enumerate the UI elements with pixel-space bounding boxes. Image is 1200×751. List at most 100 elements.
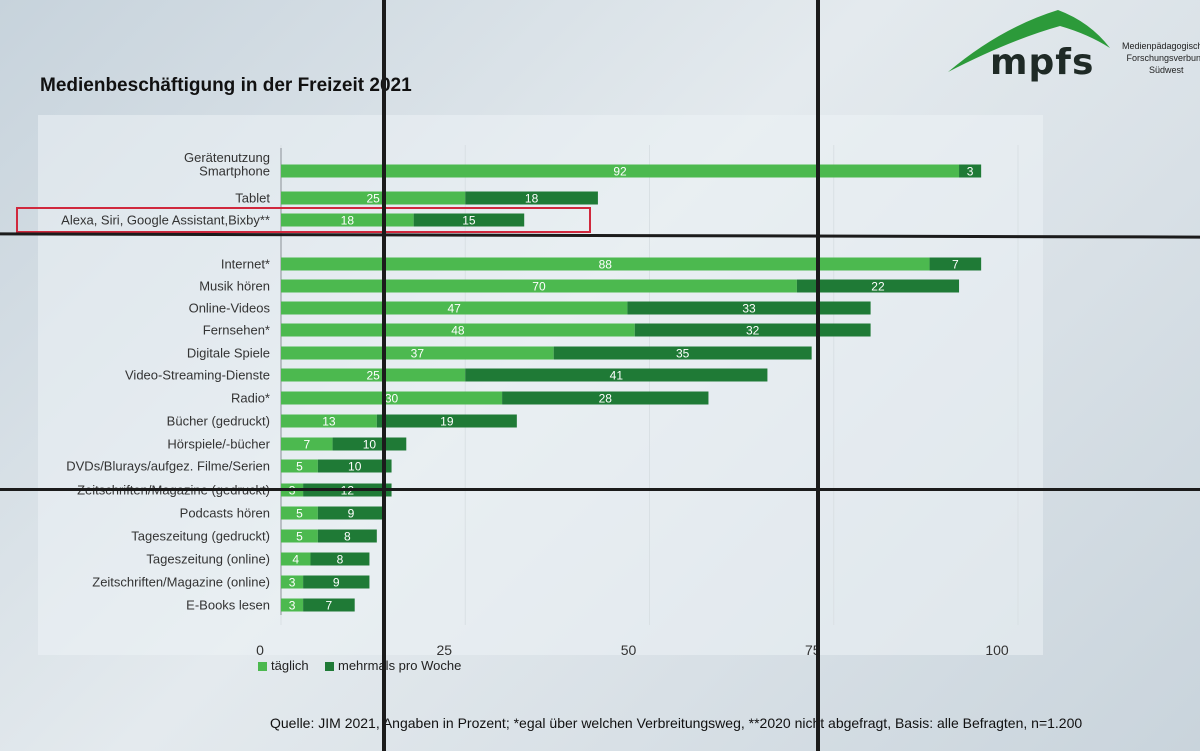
category-label: Online-Videos — [189, 301, 271, 316]
x-tick-label: 100 — [985, 642, 1009, 658]
bar-segment — [465, 191, 598, 205]
data-label: 5 — [296, 530, 303, 544]
chart-title: Medienbeschäftigung in der Freizeit 2021 — [40, 75, 412, 96]
data-label: 13 — [322, 415, 336, 429]
bar-segment — [281, 598, 304, 612]
data-label: 19 — [440, 415, 454, 429]
bar-segment — [303, 575, 370, 589]
category-label: Podcasts hören — [180, 506, 270, 521]
data-label: 18 — [525, 192, 539, 206]
bar-segment — [465, 368, 768, 382]
bar-segment — [281, 279, 797, 293]
bar-segment — [281, 213, 414, 227]
data-label: 35 — [676, 347, 690, 361]
source-note: Quelle: JIM 2021, Angaben in Prozent; *e… — [270, 715, 1083, 731]
data-label: 32 — [746, 324, 760, 338]
legend-label-daily: täglich — [271, 658, 309, 673]
data-label: 30 — [385, 392, 399, 406]
data-label: 9 — [348, 507, 355, 521]
category-label: Digitale Spiele — [187, 346, 270, 361]
bar-segment — [281, 575, 304, 589]
bar-segment — [281, 459, 318, 473]
bar-segment — [959, 164, 982, 178]
bar-segment — [281, 164, 960, 178]
category-label: Tageszeitung (gedruckt) — [131, 529, 270, 544]
bar-segment — [281, 257, 930, 271]
legend-swatch-daily — [258, 662, 267, 672]
category-label: Zeitschriften/Magazine (online) — [92, 575, 270, 590]
data-label: 70 — [532, 280, 546, 294]
category-label: Radio* — [231, 391, 270, 406]
chart-panel — [38, 115, 1043, 655]
category-label: Tablet — [235, 191, 270, 206]
bar-segment — [317, 459, 392, 473]
data-label: 28 — [599, 392, 613, 406]
bar-segment — [413, 213, 525, 227]
category-label: Fernsehen* — [203, 323, 270, 338]
bar-segment — [310, 552, 370, 566]
bar-segment — [376, 414, 517, 428]
bar-segment — [281, 323, 635, 337]
category-label: Musik hören — [199, 279, 270, 294]
bar-segment — [281, 346, 554, 360]
data-label: 4 — [292, 553, 299, 567]
data-label: 3 — [967, 165, 974, 179]
category-label: E-Books lesen — [186, 598, 270, 613]
bar-segment — [502, 391, 709, 405]
bar-segment — [281, 506, 318, 520]
x-tick-label: 0 — [256, 642, 264, 658]
bar-segment — [634, 323, 871, 337]
data-label: 7 — [303, 438, 310, 452]
data-label: 8 — [337, 553, 344, 567]
roof-icon — [948, 10, 1110, 72]
bar-segment — [929, 257, 982, 271]
data-label: 7 — [952, 258, 959, 272]
data-label: 47 — [448, 302, 462, 316]
category-label: DVDs/Blurays/aufgez. Filme/Serien — [66, 459, 270, 474]
data-label: 25 — [366, 192, 380, 206]
category-label: Smartphone — [199, 164, 270, 179]
legend-label-weekly: mehrmals pro Woche — [338, 658, 462, 673]
data-label: 18 — [341, 214, 355, 228]
category-label: Tageszeitung (online) — [146, 552, 270, 567]
bar-segment — [281, 414, 377, 428]
logo-wordmark: mpfs — [990, 42, 1095, 83]
bar-segment — [281, 529, 318, 543]
data-label: 33 — [742, 302, 756, 316]
bar-segment — [281, 368, 466, 382]
highlight-box — [16, 207, 591, 233]
data-label: 10 — [363, 438, 377, 452]
data-label: 7 — [326, 599, 333, 613]
data-label: 22 — [871, 280, 885, 294]
data-label: 41 — [610, 369, 624, 383]
screen-bezel — [0, 488, 1200, 491]
screen-bezel — [816, 0, 820, 751]
mpfs-logo: mpfs Medienpädagogischer Forschungsverbu… — [940, 8, 1200, 88]
bar-segment — [281, 301, 628, 315]
bar-segment — [553, 346, 812, 360]
logo-subtitle: Medienpädagogischer Forschungsverbund Sü… — [1122, 41, 1200, 75]
bar-segment — [317, 506, 385, 520]
data-label: 9 — [333, 576, 340, 590]
legend-daily: täglich — [258, 658, 309, 673]
data-label: 25 — [366, 369, 380, 383]
data-label: 92 — [613, 165, 627, 179]
data-label: 88 — [599, 258, 613, 272]
data-label: 48 — [451, 324, 465, 338]
data-label: 5 — [296, 460, 303, 474]
bar-segment — [317, 529, 377, 543]
data-label: 15 — [462, 214, 476, 228]
bar-segment — [281, 391, 503, 405]
data-label: 3 — [289, 599, 296, 613]
x-tick-label: 50 — [621, 642, 637, 658]
bar-segment — [332, 437, 407, 451]
category-label: Video-Streaming-Dienste — [125, 368, 270, 383]
bar-segment — [281, 437, 333, 451]
bar-segment — [627, 301, 871, 315]
data-label: 5 — [296, 507, 303, 521]
legend-weekly: mehrmals pro Woche — [325, 658, 461, 673]
data-label: 10 — [348, 460, 362, 474]
bar-segment — [281, 191, 466, 205]
